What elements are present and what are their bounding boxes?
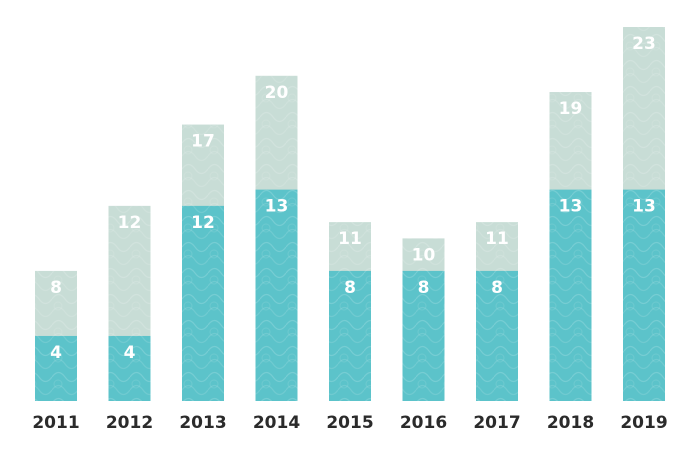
bar-part-texture-2015 bbox=[329, 270, 371, 401]
label-total-2013: 17 bbox=[191, 132, 215, 152]
bar-part-texture-2017 bbox=[476, 270, 518, 401]
label-total-2012: 12 bbox=[118, 213, 142, 233]
label-total-2016: 10 bbox=[412, 245, 436, 265]
bar-part-texture-2014 bbox=[255, 189, 298, 401]
x-tick-2014: 2014 bbox=[253, 413, 300, 433]
x-axis-ticks: 2011 2012 2013 2014 2015 2016 2017 2018 2019 bbox=[32, 413, 667, 433]
x-tick-2018: 2018 bbox=[547, 413, 594, 433]
label-total-2018: 19 bbox=[559, 99, 583, 119]
bar-part-texture-2018 bbox=[549, 189, 592, 401]
bar-part-texture-2016 bbox=[402, 270, 445, 401]
label-part-2015: 8 bbox=[344, 278, 356, 298]
label-part-2014: 13 bbox=[265, 197, 289, 217]
label-part-2013: 12 bbox=[191, 213, 215, 233]
x-tick-2019: 2019 bbox=[620, 413, 667, 433]
x-tick-2017: 2017 bbox=[473, 413, 520, 433]
x-tick-2011: 2011 bbox=[32, 413, 79, 433]
label-part-2011: 4 bbox=[50, 343, 62, 363]
label-total-2014: 20 bbox=[265, 83, 289, 103]
label-part-2016: 8 bbox=[418, 278, 430, 298]
bars-layer bbox=[35, 27, 665, 402]
x-tick-2015: 2015 bbox=[326, 413, 373, 433]
label-total-2019: 23 bbox=[632, 34, 656, 54]
label-total-2015: 11 bbox=[338, 229, 362, 249]
label-total-2011: 8 bbox=[50, 278, 62, 298]
label-total-2017: 11 bbox=[485, 229, 509, 249]
label-part-2017: 8 bbox=[491, 278, 503, 298]
x-tick-2016: 2016 bbox=[400, 413, 447, 433]
bar-part-texture-2011 bbox=[35, 335, 77, 401]
label-part-2018: 13 bbox=[559, 197, 583, 217]
value-labels-layer: 8 4 12 4 17 12 20 13 11 8 10 8 11 8 19 13 23 13 bbox=[50, 34, 656, 363]
label-part-2012: 4 bbox=[124, 343, 136, 363]
label-part-2019: 13 bbox=[632, 197, 656, 217]
bar-part-texture-2019 bbox=[623, 189, 665, 401]
x-tick-2012: 2012 bbox=[106, 413, 153, 433]
bar-part-texture-2012 bbox=[108, 335, 151, 401]
x-tick-2013: 2013 bbox=[179, 413, 226, 433]
bar-part-texture-2013 bbox=[182, 205, 224, 401]
